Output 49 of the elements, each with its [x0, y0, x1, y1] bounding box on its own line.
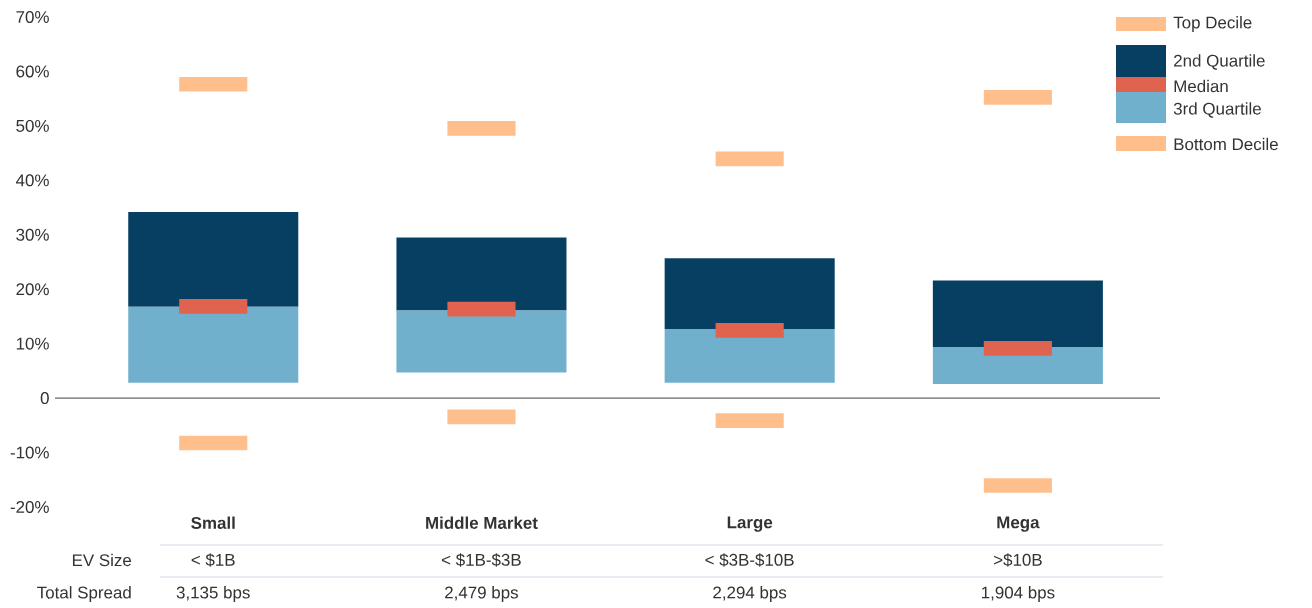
bar: [715, 322, 784, 338]
y-tick-label: 70%: [16, 10, 49, 23]
bar: [932, 280, 1103, 347]
bar: [396, 310, 567, 373]
text: < $3B-$10B: [705, 553, 794, 567]
bar: [932, 346, 1103, 384]
text: Total Spread: [37, 586, 131, 602]
bar: [983, 340, 1052, 356]
y-tick-label: 30%: [16, 228, 49, 241]
bar: [128, 306, 299, 383]
bar: [179, 76, 248, 92]
legend-label: Top Decile: [1173, 16, 1252, 32]
bar: [715, 413, 784, 429]
text: 3,135 bps: [176, 586, 250, 602]
bar: [715, 151, 784, 167]
bar: [447, 301, 516, 317]
text: 2,479 bps: [445, 586, 518, 602]
y-tick-label: 0: [40, 392, 49, 405]
x-tick-label: Mega: [997, 516, 1040, 532]
text: 2,294 bps: [713, 586, 787, 602]
bar: [179, 299, 248, 314]
y-tick-label: -20%: [10, 500, 49, 513]
bar: [664, 258, 835, 329]
bar: [983, 89, 1052, 105]
y-tick-label: 60%: [16, 65, 49, 78]
legend-label: 2nd Quartile: [1174, 54, 1265, 70]
legend-label: Median: [1174, 79, 1228, 93]
legend-label: Bottom Decile: [1174, 137, 1278, 151]
bar: [447, 409, 516, 425]
text: EV Size: [72, 553, 132, 567]
text: < $1B-$3B: [441, 553, 521, 567]
text: 1,904 bps: [982, 586, 1055, 602]
bar: [983, 478, 1052, 493]
text: >$10B: [994, 553, 1042, 567]
y-tick-label: -10%: [10, 446, 49, 459]
x-tick-label: Small: [191, 516, 235, 529]
bar: [179, 435, 248, 451]
x-tick-label: Large: [727, 516, 773, 532]
y-tick-label: 40%: [15, 174, 49, 187]
bar: [128, 211, 299, 307]
bar: [447, 120, 516, 136]
bar: [396, 237, 567, 311]
y-tick-label: 50%: [16, 119, 49, 132]
legend-label: 3rd Quartile: [1173, 102, 1261, 118]
y-tick-label: 10%: [16, 337, 49, 350]
x-tick-label: Middle Market: [426, 516, 538, 529]
y-tick-label: 20%: [16, 283, 49, 296]
text: < $1B: [191, 553, 235, 567]
bar: [664, 328, 835, 383]
